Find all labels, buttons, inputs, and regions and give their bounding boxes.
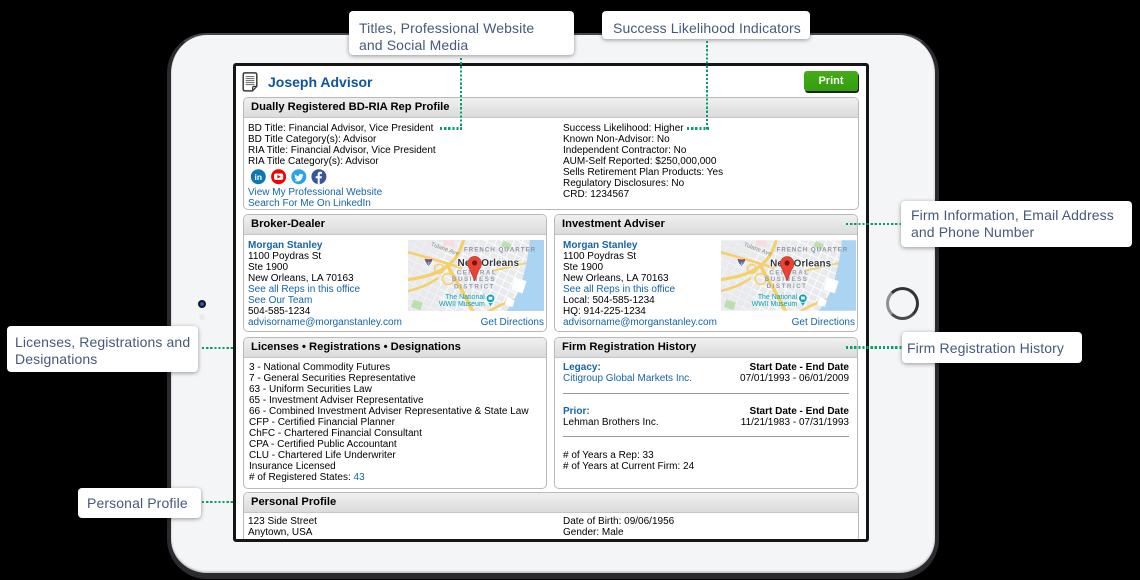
- svg-text:in: in: [255, 172, 263, 182]
